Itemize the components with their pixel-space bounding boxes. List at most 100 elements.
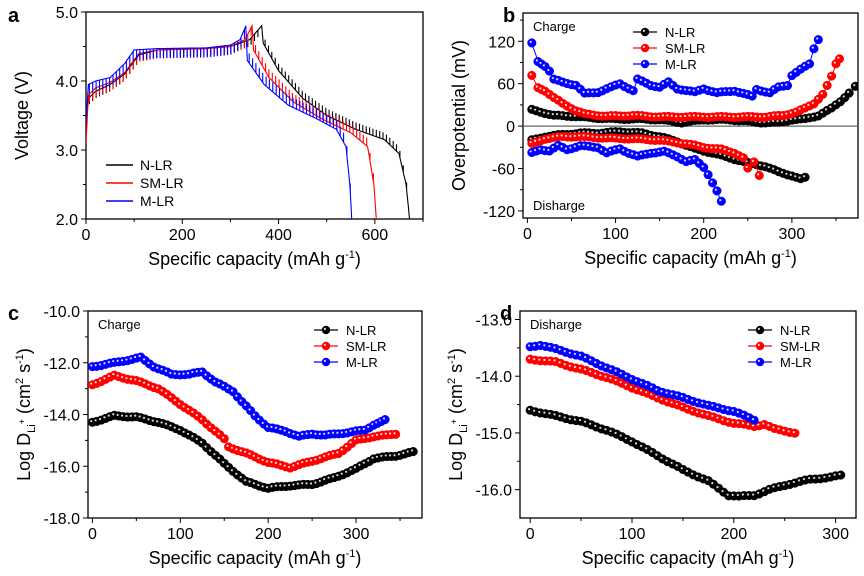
data-point	[790, 428, 800, 438]
data-point-highlight	[98, 379, 102, 382]
data-point-highlight	[573, 145, 576, 148]
y-axis-label: Log DLi+ (cm2 s-1)	[446, 348, 470, 481]
data-point-highlight	[305, 482, 308, 485]
data-point-highlight	[261, 458, 264, 462]
data-point-highlight	[594, 372, 597, 375]
data-point-highlight	[701, 145, 704, 148]
data-point-highlight	[648, 133, 651, 136]
data-point-highlight	[569, 135, 572, 138]
data-point-highlight	[90, 382, 93, 385]
data-point-highlight	[675, 86, 678, 90]
data-point-highlight	[230, 469, 234, 472]
data-point-highlight	[252, 482, 255, 485]
data-point-highlight	[635, 130, 638, 133]
data-point-highlight	[547, 148, 550, 152]
data-point-highlight	[389, 432, 392, 435]
data-point	[782, 81, 793, 91]
data-point-highlight	[813, 476, 816, 480]
data-point-highlight	[650, 393, 653, 396]
y-tick-label: 3.0	[56, 143, 78, 160]
data-point-highlight	[367, 435, 370, 438]
data-point-highlight	[151, 364, 154, 368]
data-point-highlight	[90, 420, 93, 423]
x-tick-label: 600	[362, 227, 389, 244]
data-point-highlight	[622, 84, 625, 87]
data-point-highlight	[648, 151, 651, 154]
data-point-highlight	[626, 136, 629, 140]
data-point-highlight	[679, 115, 682, 118]
data-point-highlight	[675, 393, 678, 396]
data-point-highlight	[367, 459, 370, 462]
data-point-highlight	[785, 172, 788, 175]
data-point-highlight	[680, 395, 683, 398]
panel-label-b: b	[503, 5, 515, 27]
data-point-highlight	[116, 413, 119, 416]
data-point-highlight	[156, 386, 159, 389]
data-point-highlight	[578, 143, 581, 146]
data-point-highlight	[331, 452, 335, 455]
x-axis-label: Specific capacity (mAh g-1)	[149, 548, 362, 568]
data-point-highlight	[208, 425, 212, 428]
data-point-highlight	[573, 365, 577, 369]
data-point-highlight	[613, 147, 616, 150]
data-point-highlight	[556, 97, 559, 101]
data-point-highlight	[591, 135, 594, 138]
data-point-highlight	[644, 81, 647, 84]
data-point-highlight	[147, 418, 150, 421]
data-point-highlight	[716, 405, 719, 408]
legend-label-sm-lr: SM-LR	[346, 339, 386, 354]
data-point-highlight	[301, 460, 304, 464]
panel-c-points	[88, 352, 418, 493]
data-point-highlight	[582, 134, 585, 137]
data-point-highlight	[776, 169, 779, 172]
data-point-highlight	[732, 89, 735, 92]
data-point-highlight	[710, 180, 713, 183]
data-point-highlight	[816, 97, 819, 100]
data-point-highlight	[583, 368, 587, 371]
data-point-highlight	[217, 381, 220, 384]
data-point-highlight	[538, 138, 541, 141]
data-point-highlight	[595, 90, 598, 93]
data-point-highlight	[657, 149, 660, 153]
data-point	[804, 59, 815, 69]
data-point	[834, 54, 845, 64]
data-point-highlight	[617, 146, 620, 149]
data-point-highlight	[362, 461, 365, 464]
data-point-highlight	[617, 113, 620, 116]
panel-a-curves	[86, 23, 411, 219]
data-point-highlight	[635, 153, 638, 157]
data-point-highlight	[125, 414, 128, 418]
legend-label-sm-lr: SM-LR	[780, 339, 820, 354]
x-axis-label: Specific capacity (mAh g-1)	[584, 248, 797, 268]
data-point-highlight	[736, 90, 739, 93]
data-point-highlight	[716, 416, 719, 419]
data-point-highlight	[527, 344, 531, 347]
data-point-highlight	[811, 46, 814, 49]
data-point-highlight	[824, 108, 828, 111]
data-point-highlight	[252, 413, 255, 416]
data-point-highlight	[639, 113, 643, 116]
data-point-highlight	[714, 146, 717, 149]
data-point-highlight	[751, 159, 754, 162]
data-point-highlight	[314, 481, 317, 484]
x-axis-label: Specific capacity (mAh g-1)	[582, 548, 795, 568]
data-point-highlight	[323, 454, 326, 457]
data-point-highlight	[384, 432, 387, 435]
data-point	[822, 80, 832, 90]
data-point-highlight	[653, 84, 656, 87]
y-tick-label: 0	[506, 119, 515, 136]
data-point-highlight	[98, 417, 102, 421]
data-point-highlight	[777, 427, 780, 430]
data-point-highlight	[589, 358, 592, 361]
data-point-highlight	[569, 146, 572, 149]
data-point-highlight	[331, 475, 335, 478]
data-point-highlight	[721, 407, 724, 410]
voltage-curve-m-lr	[86, 25, 353, 219]
data-point-highlight	[362, 436, 365, 439]
data-point-highlight	[529, 150, 532, 153]
data-point	[749, 157, 759, 167]
data-point-highlight	[533, 357, 536, 361]
data-point-highlight	[107, 360, 110, 364]
data-point-highlight	[138, 415, 141, 418]
data-point-highlight	[635, 136, 638, 139]
